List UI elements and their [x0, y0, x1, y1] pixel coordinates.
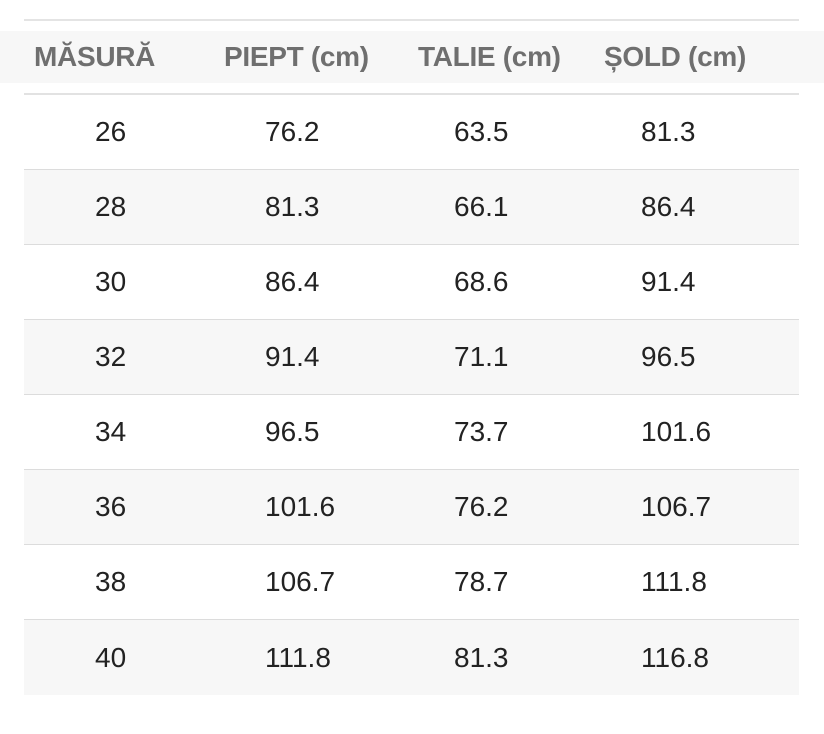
cell-size: 32 [95, 341, 127, 372]
table-header-row: MĂSURĂ PIEPT (cm) TALIE (cm) ȘOLD (cm) [24, 21, 799, 95]
cell-hip: 91.4 [641, 266, 696, 297]
cell-chest: 76.2 [265, 116, 320, 147]
cell-waist: 81.3 [454, 641, 509, 673]
cell-size: 36 [95, 491, 127, 522]
cell-size: 26 [95, 116, 127, 147]
header-waist: TALIE (cm) [418, 41, 561, 72]
cell-waist: 73.7 [454, 416, 509, 447]
cell-chest: 91.4 [265, 341, 320, 372]
cell-hip: 86.4 [641, 191, 696, 222]
size-chart-table: MĂSURĂ PIEPT (cm) TALIE (cm) ȘOLD (cm) 2… [24, 19, 799, 695]
cell-hip: 81.3 [641, 116, 696, 147]
cell-size: 40 [95, 641, 127, 673]
table-top-rule [24, 19, 799, 21]
cell-size: 38 [95, 566, 127, 597]
cell-hip: 111.8 [641, 566, 707, 597]
cell-waist: 76.2 [454, 491, 509, 522]
header-chest: PIEPT (cm) [224, 41, 369, 72]
cell-chest: 106.7 [265, 566, 336, 597]
table-row: 34 96.5 73.7 101.6 [24, 395, 799, 470]
header-hip: ȘOLD (cm) [604, 41, 746, 72]
table-row: 38 106.7 78.7 111.8 [24, 545, 799, 620]
cell-chest: 96.5 [265, 416, 320, 447]
cell-chest: 81.3 [265, 191, 320, 222]
table-row: 28 81.3 66.1 86.4 [24, 170, 799, 245]
cell-hip: 96.5 [641, 341, 696, 372]
cell-waist: 78.7 [454, 566, 509, 597]
table-row: 26 76.2 63.5 81.3 [24, 95, 799, 170]
cell-chest: 101.6 [265, 491, 336, 522]
cell-size: 34 [95, 416, 127, 447]
table-row: 40 111.8 81.3 116.8 [24, 620, 799, 695]
cell-size: 28 [95, 191, 127, 222]
cell-hip: 106.7 [641, 491, 712, 522]
header-size: MĂSURĂ [34, 41, 156, 72]
cell-waist: 66.1 [454, 191, 509, 222]
cell-hip: 101.6 [641, 416, 712, 447]
table-row: 32 91.4 71.1 96.5 [24, 320, 799, 395]
header-band [0, 31, 824, 83]
table-row: 36 101.6 76.2 106.7 [24, 470, 799, 545]
cell-waist: 68.6 [454, 266, 509, 297]
cell-hip: 116.8 [641, 641, 709, 673]
cell-chest: 111.8 [265, 641, 331, 673]
cell-chest: 86.4 [265, 266, 320, 297]
cell-waist: 71.1 [454, 341, 509, 372]
cell-waist: 63.5 [454, 116, 509, 147]
cell-size: 30 [95, 266, 127, 297]
table-row: 30 86.4 68.6 91.4 [24, 245, 799, 320]
